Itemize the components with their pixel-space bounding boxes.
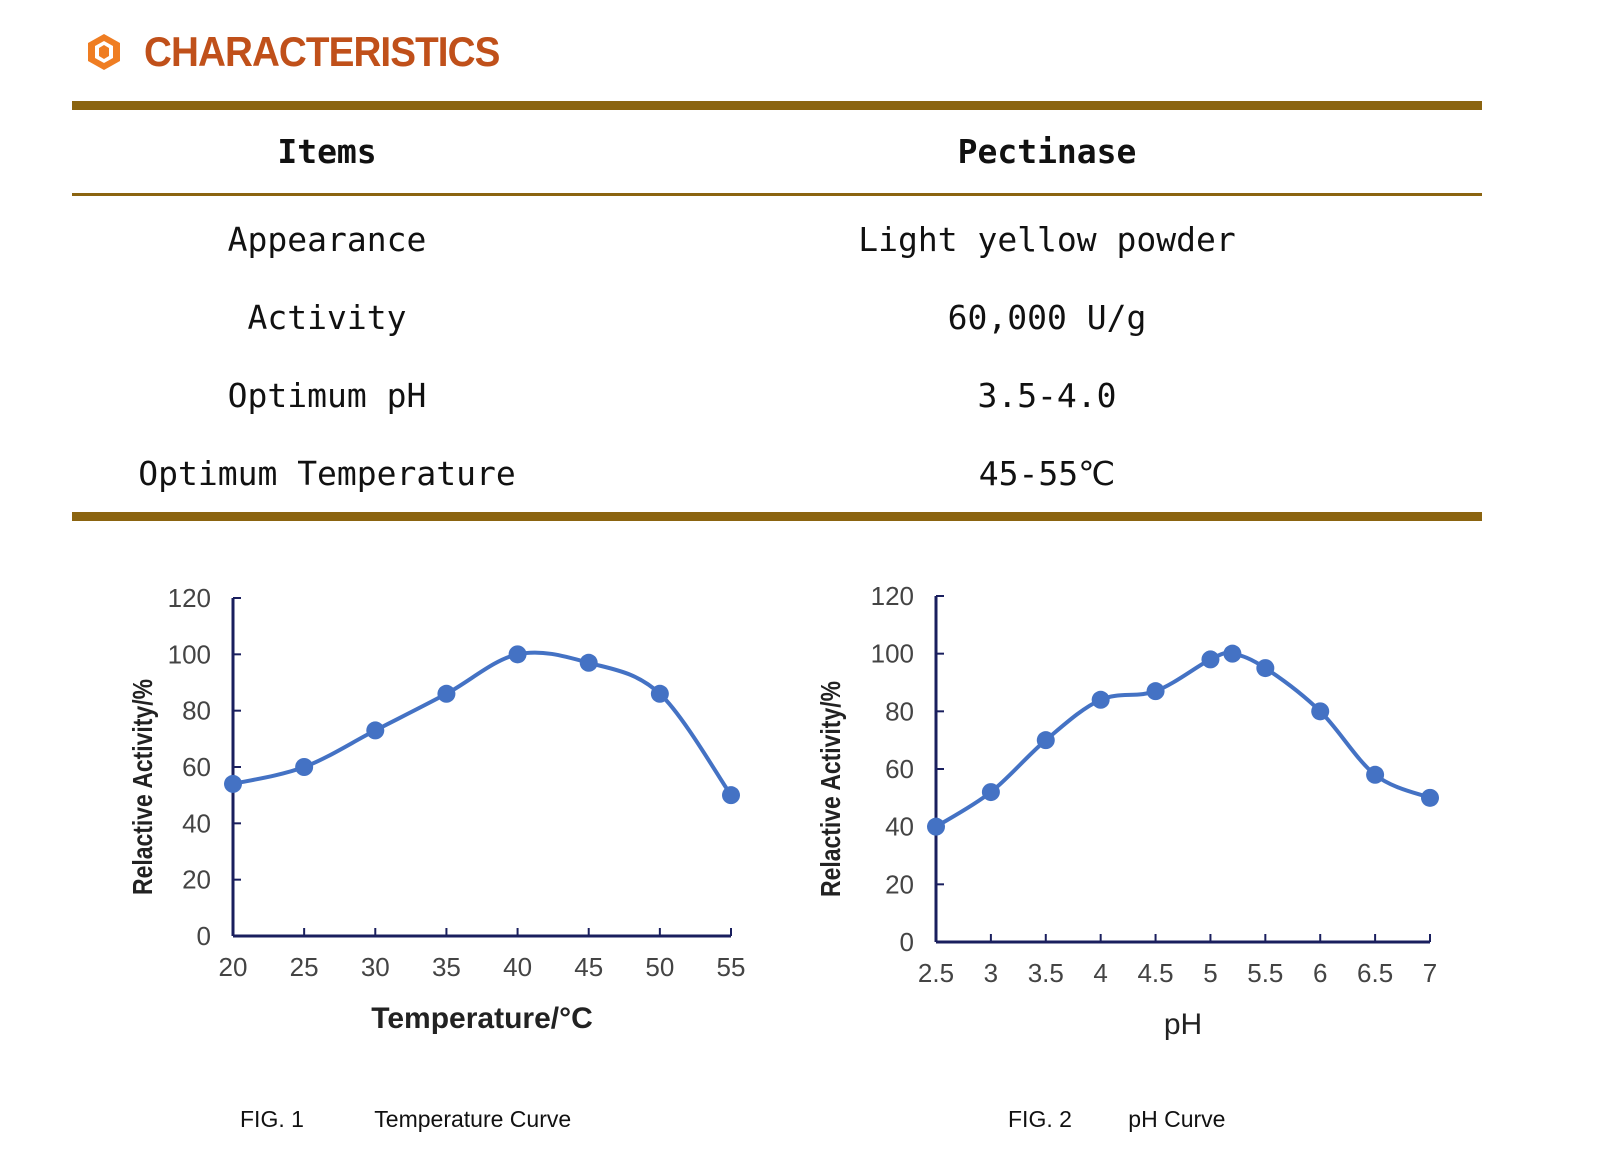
figure-caption-1: FIG. 1 Temperature Curve bbox=[240, 1106, 571, 1133]
x-tick-label: 3.5 bbox=[1028, 958, 1064, 988]
page-header: CHARACTERISTICS bbox=[84, 22, 530, 82]
x-tick-label: 55 bbox=[717, 952, 746, 982]
x-axis-label: pH bbox=[1164, 1008, 1202, 1041]
y-tick-label: 0 bbox=[900, 927, 914, 957]
data-point bbox=[1223, 644, 1242, 663]
data-point bbox=[224, 774, 242, 793]
data-point bbox=[650, 684, 669, 703]
row-value-activity: 60,000 U/g bbox=[947, 297, 1147, 337]
row-value-optimum-ph: 3.5-4.0 bbox=[977, 375, 1117, 415]
row-label-optimum-temperature: Optimum Temperature bbox=[138, 453, 516, 493]
data-point bbox=[722, 786, 740, 805]
y-tick-label: 100 bbox=[168, 639, 211, 669]
table-header-row: Items Pectinase bbox=[72, 110, 1482, 193]
row-label-activity: Activity bbox=[247, 297, 407, 337]
y-tick-label: 120 bbox=[871, 581, 914, 611]
table-row: Optimum pH 3.5-4.0 bbox=[72, 356, 1482, 434]
y-tick-label: 40 bbox=[182, 808, 211, 838]
table-top-rule bbox=[72, 101, 1482, 110]
x-tick-label: 5 bbox=[1203, 958, 1217, 988]
row-value-optimum-temperature: 45-55℃ bbox=[978, 453, 1116, 493]
y-tick-label: 60 bbox=[182, 752, 211, 782]
y-tick-label: 80 bbox=[885, 696, 914, 726]
data-point bbox=[1421, 788, 1439, 807]
y-tick-label: 80 bbox=[182, 696, 211, 726]
data-point bbox=[927, 817, 945, 836]
row-label-appearance: Appearance bbox=[227, 219, 427, 259]
data-point bbox=[1311, 702, 1330, 721]
y-tick-label: 20 bbox=[885, 869, 914, 899]
y-tick-label: 120 bbox=[168, 583, 211, 613]
table-row: Activity 60,000 U/g bbox=[72, 278, 1482, 356]
x-tick-label: 45 bbox=[574, 952, 603, 982]
y-axis-label: Relactive Activity/% bbox=[128, 679, 159, 895]
hexagon-icon bbox=[88, 34, 120, 70]
data-point bbox=[1366, 765, 1385, 784]
y-tick-label: 100 bbox=[871, 639, 914, 669]
x-axis-label: Temperature/°C bbox=[371, 1002, 593, 1035]
x-tick-label: 4.5 bbox=[1137, 958, 1173, 988]
y-tick-label: 0 bbox=[197, 921, 211, 951]
data-point bbox=[579, 653, 598, 672]
data-point bbox=[981, 783, 1000, 802]
figure-title-1: Temperature Curve bbox=[374, 1106, 572, 1132]
y-axis-label: Relactive Activity/% bbox=[816, 681, 847, 897]
x-tick-label: 6 bbox=[1313, 958, 1327, 988]
y-tick-label: 20 bbox=[182, 865, 211, 895]
y-tick-label: 60 bbox=[885, 754, 914, 784]
y-tick-label: 40 bbox=[885, 812, 914, 842]
table-row: Optimum Temperature 45-55℃ bbox=[72, 434, 1482, 512]
x-tick-label: 3 bbox=[984, 958, 998, 988]
data-point bbox=[366, 721, 385, 740]
figure-caption-2: FIG. 2 pH Curve bbox=[1008, 1106, 1225, 1133]
x-tick-label: 50 bbox=[645, 952, 674, 982]
x-tick-label: 40 bbox=[503, 952, 532, 982]
x-tick-label: 2.5 bbox=[918, 958, 954, 988]
table-header-rule bbox=[72, 193, 1482, 196]
table-bottom-rule bbox=[72, 512, 1482, 521]
row-label-optimum-ph: Optimum pH bbox=[227, 375, 427, 415]
figure-number-1: FIG. 1 bbox=[240, 1106, 304, 1132]
data-point bbox=[1256, 659, 1275, 678]
x-tick-label: 30 bbox=[361, 952, 390, 982]
data-point bbox=[1036, 731, 1055, 750]
data-point bbox=[295, 758, 314, 776]
temperature-chart: 0 20 40 60 80 100 120 20 25 30 35 40 45 50 55 Relactive… bbox=[128, 583, 746, 1035]
data-point bbox=[508, 645, 527, 664]
data-point bbox=[1201, 650, 1220, 669]
series-line bbox=[934, 651, 1431, 829]
x-tick-label: 35 bbox=[432, 952, 461, 982]
table-row: Appearance Light yellow powder bbox=[72, 200, 1482, 278]
data-point bbox=[1091, 690, 1110, 709]
x-tick-label: 25 bbox=[290, 952, 319, 982]
header-items: Items bbox=[277, 132, 377, 171]
x-tick-label: 20 bbox=[219, 952, 248, 982]
ph-chart: 0 20 40 60 80 100 120 2.5 3 3.5 4 4.5 5 5.5 6 6.5 7 Relac… bbox=[816, 581, 1439, 1041]
characteristics-table: Items Pectinase Appearance Light yellow … bbox=[72, 101, 1482, 521]
x-tick-label: 4 bbox=[1093, 958, 1107, 988]
x-tick-label: 5.5 bbox=[1247, 958, 1283, 988]
page-title: CHARACTERISTICS bbox=[144, 28, 500, 75]
data-point bbox=[1146, 682, 1165, 701]
x-tick-label: 6.5 bbox=[1357, 958, 1393, 988]
x-tick-label: 7 bbox=[1423, 958, 1437, 988]
figure-title-2: pH Curve bbox=[1128, 1106, 1226, 1132]
figure-number-2: FIG. 2 bbox=[1008, 1106, 1072, 1132]
data-point bbox=[437, 684, 456, 703]
header-pectinase: Pectinase bbox=[957, 132, 1137, 171]
row-value-appearance: Light yellow powder bbox=[858, 219, 1236, 259]
